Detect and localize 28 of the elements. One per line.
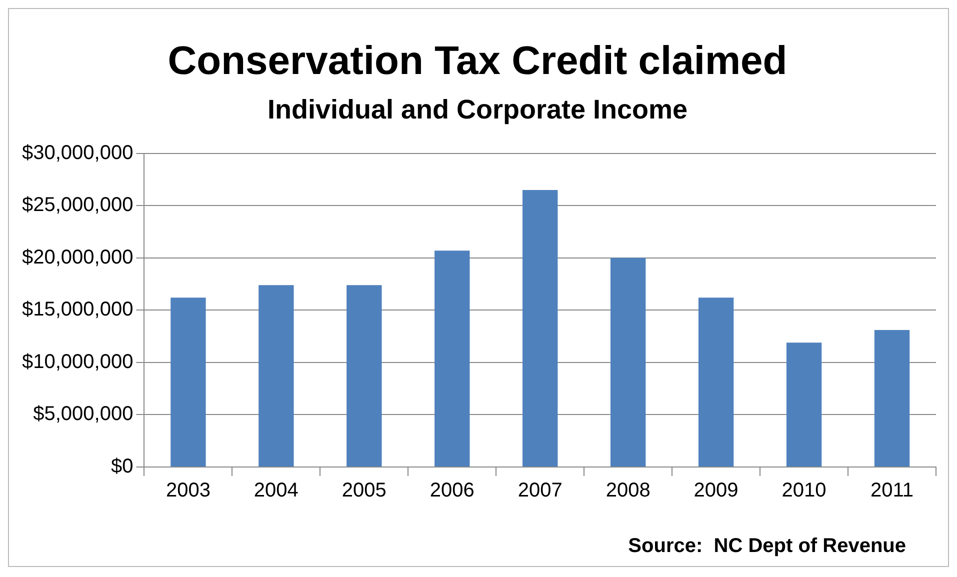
bar xyxy=(434,250,470,466)
y-tick-label: $15,000,000 xyxy=(22,298,134,321)
chart-subtitle: Individual and Corporate Income xyxy=(267,94,688,125)
y-tick-label: $0 xyxy=(110,456,134,478)
x-tick-label: 2003 xyxy=(166,480,210,502)
bar xyxy=(346,285,382,466)
x-tick-label: 2005 xyxy=(342,480,386,502)
bar xyxy=(698,298,734,466)
chart-title: Conservation Tax Credit claimed xyxy=(168,39,788,84)
y-tick-label: $30,000,000 xyxy=(22,142,134,164)
y-tick-label: $5,000,000 xyxy=(33,403,134,426)
x-tick-label: 2004 xyxy=(254,480,298,502)
x-tick-label: 2011 xyxy=(870,480,914,502)
x-tick-label: 2010 xyxy=(782,480,826,502)
x-tick-label: 2007 xyxy=(518,480,562,502)
source-note: Source: NC Dept of Revenue xyxy=(628,535,906,557)
y-tick-label: $25,000,000 xyxy=(22,194,134,216)
x-tick-label: 2008 xyxy=(606,480,650,502)
bar xyxy=(874,330,910,466)
y-tick-label: $10,000,000 xyxy=(22,350,134,373)
bar xyxy=(258,285,294,466)
x-tick-label: 2009 xyxy=(694,480,738,502)
bar xyxy=(786,342,822,466)
x-tick-label: 2006 xyxy=(430,480,474,502)
y-tick-label: $20,000,000 xyxy=(22,246,134,268)
bar xyxy=(522,190,558,466)
bar xyxy=(170,298,206,466)
bar xyxy=(610,258,646,466)
